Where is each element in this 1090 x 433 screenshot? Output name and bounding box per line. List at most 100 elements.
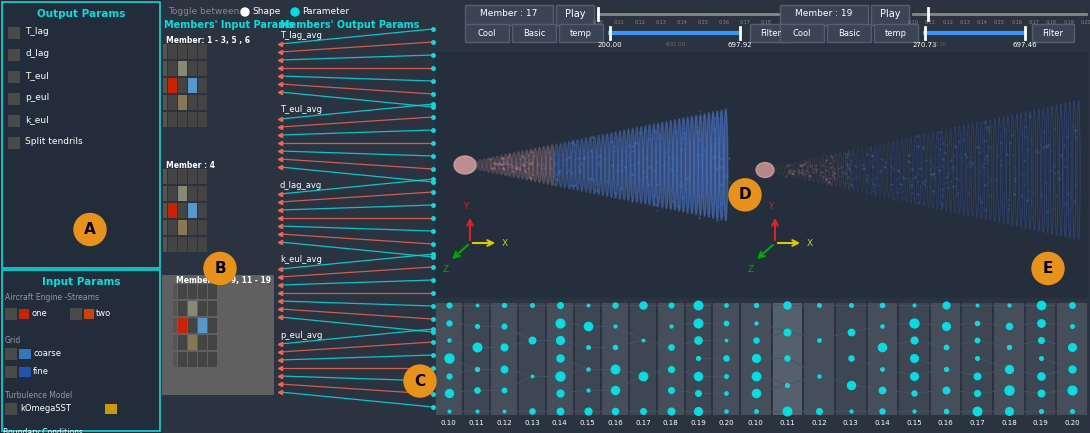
- Text: Member : 4: Member : 4: [166, 161, 215, 169]
- Text: 200.00: 200.00: [597, 42, 622, 48]
- FancyBboxPatch shape: [574, 303, 601, 415]
- Ellipse shape: [512, 153, 516, 178]
- Ellipse shape: [669, 120, 673, 210]
- Ellipse shape: [694, 115, 698, 215]
- Text: Filter: Filter: [761, 29, 782, 38]
- FancyBboxPatch shape: [512, 24, 556, 42]
- Ellipse shape: [631, 128, 634, 202]
- FancyBboxPatch shape: [187, 78, 197, 93]
- FancyBboxPatch shape: [750, 24, 792, 42]
- Circle shape: [291, 8, 299, 16]
- Text: Grid: Grid: [5, 336, 21, 345]
- Text: 0.16: 0.16: [718, 20, 729, 26]
- FancyBboxPatch shape: [1026, 303, 1055, 415]
- FancyBboxPatch shape: [178, 220, 187, 235]
- Text: temp: temp: [885, 29, 907, 38]
- Text: 0.13: 0.13: [524, 420, 540, 426]
- Text: Play: Play: [880, 9, 900, 19]
- FancyBboxPatch shape: [164, 44, 167, 59]
- FancyBboxPatch shape: [198, 186, 207, 201]
- Ellipse shape: [677, 119, 681, 211]
- Ellipse shape: [715, 111, 719, 219]
- Text: 0.17: 0.17: [739, 20, 750, 26]
- Ellipse shape: [627, 129, 630, 201]
- FancyBboxPatch shape: [187, 335, 197, 350]
- Text: 80.00: 80.00: [933, 42, 947, 48]
- Text: 0.19: 0.19: [1064, 20, 1074, 26]
- FancyBboxPatch shape: [5, 349, 17, 360]
- FancyBboxPatch shape: [630, 303, 656, 415]
- Ellipse shape: [474, 161, 479, 169]
- Text: Y: Y: [463, 202, 469, 211]
- Ellipse shape: [529, 149, 533, 181]
- FancyBboxPatch shape: [871, 5, 909, 25]
- FancyBboxPatch shape: [168, 169, 177, 184]
- Ellipse shape: [601, 134, 605, 196]
- Text: Basic: Basic: [523, 29, 545, 38]
- Ellipse shape: [652, 124, 656, 206]
- Text: k_eul: k_eul: [25, 116, 49, 125]
- Ellipse shape: [546, 146, 550, 184]
- Text: 0.15: 0.15: [698, 20, 708, 26]
- FancyBboxPatch shape: [168, 44, 177, 59]
- Text: E: E: [1043, 261, 1053, 276]
- FancyBboxPatch shape: [463, 303, 489, 415]
- Text: 0.15: 0.15: [906, 420, 922, 426]
- Text: 697.92: 697.92: [728, 42, 752, 48]
- Text: 0.18: 0.18: [663, 420, 679, 426]
- FancyBboxPatch shape: [686, 303, 712, 415]
- FancyBboxPatch shape: [198, 237, 207, 252]
- Ellipse shape: [699, 114, 702, 216]
- Text: one: one: [31, 309, 47, 318]
- FancyBboxPatch shape: [187, 301, 197, 316]
- Ellipse shape: [647, 125, 652, 205]
- FancyBboxPatch shape: [198, 301, 207, 316]
- FancyBboxPatch shape: [436, 303, 462, 415]
- Ellipse shape: [584, 138, 589, 192]
- FancyBboxPatch shape: [198, 169, 207, 184]
- Text: X: X: [502, 239, 508, 248]
- Ellipse shape: [661, 122, 664, 208]
- Text: 0.15: 0.15: [994, 20, 1005, 26]
- FancyBboxPatch shape: [168, 78, 177, 93]
- Ellipse shape: [706, 113, 711, 217]
- FancyBboxPatch shape: [435, 52, 740, 298]
- FancyBboxPatch shape: [178, 186, 187, 201]
- FancyBboxPatch shape: [5, 404, 17, 415]
- Text: Cool: Cool: [477, 29, 496, 38]
- FancyBboxPatch shape: [164, 169, 167, 184]
- Text: T_eul: T_eul: [25, 71, 49, 81]
- FancyBboxPatch shape: [868, 303, 897, 415]
- FancyBboxPatch shape: [187, 352, 197, 367]
- Text: 0.17: 0.17: [635, 420, 651, 426]
- Text: Boundary Conditions: Boundary Conditions: [3, 428, 83, 433]
- FancyBboxPatch shape: [962, 303, 992, 415]
- Text: 0.16: 0.16: [937, 420, 954, 426]
- Ellipse shape: [634, 127, 639, 203]
- Text: 0.11: 0.11: [924, 20, 935, 26]
- FancyBboxPatch shape: [164, 78, 167, 93]
- Text: Members' Input Params: Members' Input Params: [164, 20, 294, 30]
- Ellipse shape: [593, 136, 596, 194]
- Text: d_lag: d_lag: [25, 49, 49, 58]
- Text: C: C: [414, 374, 425, 388]
- FancyBboxPatch shape: [164, 186, 167, 201]
- Text: 0.10: 0.10: [908, 20, 919, 26]
- Text: 0.10: 0.10: [748, 420, 764, 426]
- Ellipse shape: [504, 155, 508, 176]
- Text: 0.14: 0.14: [977, 20, 988, 26]
- Text: 0.10: 0.10: [593, 20, 604, 26]
- Text: 0.13: 0.13: [843, 420, 859, 426]
- Text: 0.11: 0.11: [614, 20, 625, 26]
- FancyBboxPatch shape: [178, 335, 187, 350]
- FancyBboxPatch shape: [178, 61, 187, 76]
- Text: 0.12: 0.12: [811, 420, 827, 426]
- Circle shape: [204, 252, 237, 284]
- Text: 0.12: 0.12: [942, 20, 953, 26]
- Text: Input Params: Input Params: [41, 278, 120, 288]
- Text: Split tendrils: Split tendrils: [25, 138, 83, 146]
- FancyBboxPatch shape: [164, 61, 167, 76]
- FancyBboxPatch shape: [187, 237, 197, 252]
- FancyBboxPatch shape: [556, 5, 594, 25]
- FancyBboxPatch shape: [187, 284, 197, 299]
